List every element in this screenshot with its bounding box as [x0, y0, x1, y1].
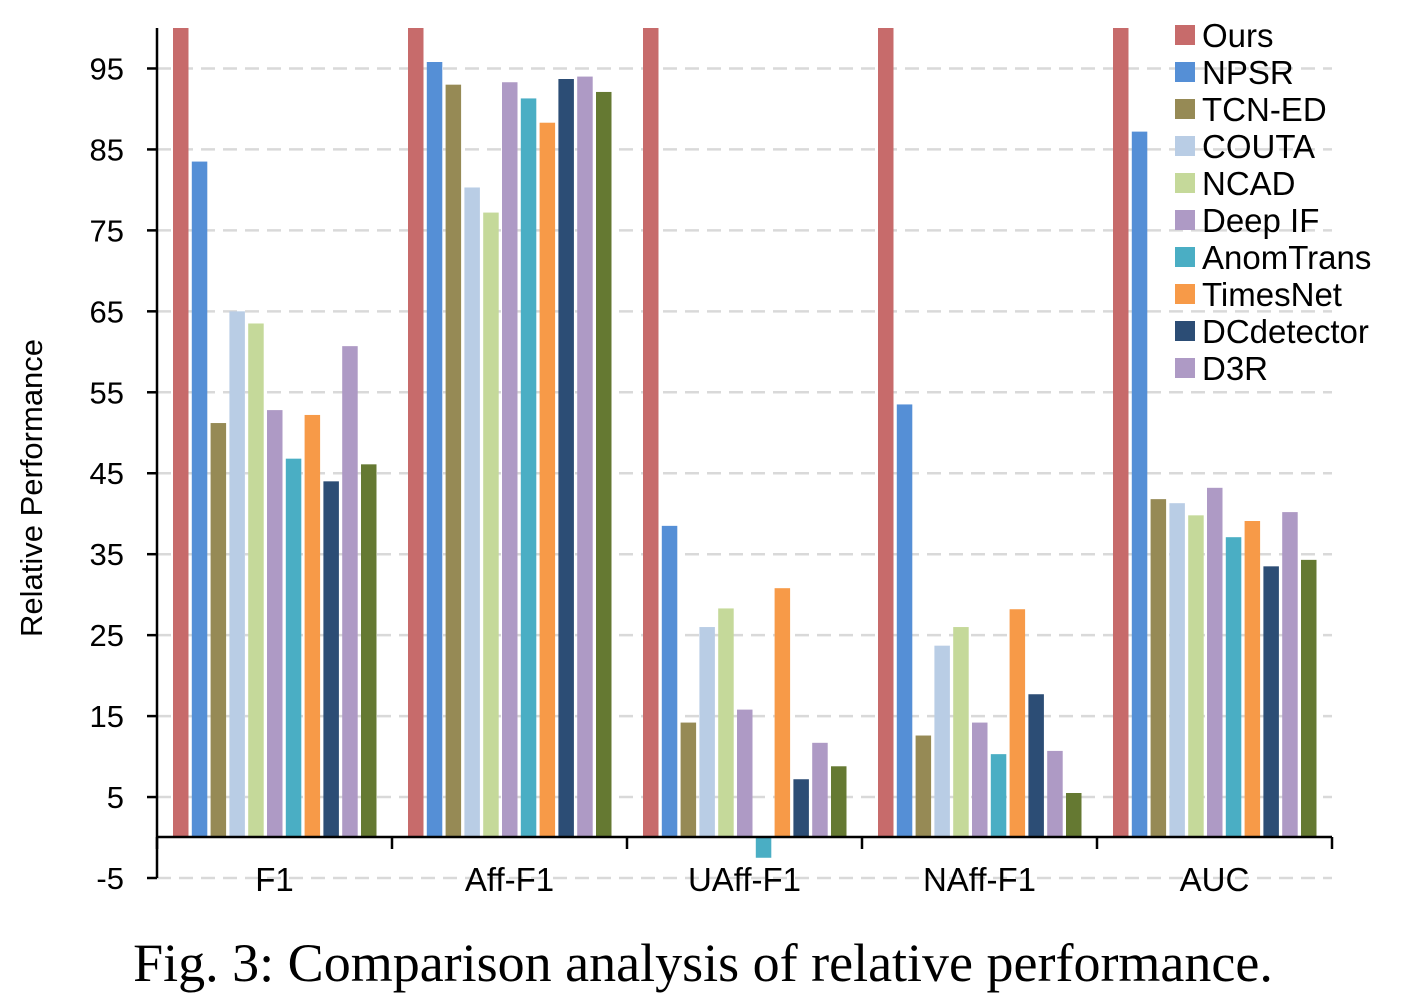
legend-swatch — [1175, 99, 1195, 119]
bar — [323, 481, 339, 837]
relative-performance-chart: -5 5 15 25 35 45 55 65 75 85 95 F1 Aff-F1 UAff-F1 NAf… — [14, 17, 1371, 898]
bar — [1131, 131, 1148, 838]
bar — [990, 754, 1007, 837]
y-tick-labels: -5 5 15 25 35 45 55 65 75 85 95 — [90, 51, 124, 896]
bar — [191, 161, 208, 838]
bar — [1225, 537, 1242, 837]
y-tick-label: 55 — [90, 375, 124, 410]
bar — [1113, 28, 1129, 837]
bar — [643, 28, 659, 837]
bar — [755, 837, 772, 858]
x-category-label: AUC — [1180, 861, 1250, 898]
bar — [361, 464, 377, 837]
y-tick-label: 65 — [90, 294, 124, 329]
bar — [1282, 512, 1298, 837]
legend-label: NPSR — [1202, 54, 1294, 91]
bar — [539, 122, 556, 837]
bar — [267, 410, 283, 837]
y-tick-label: 75 — [90, 213, 124, 248]
y-tick-label: 45 — [90, 456, 124, 491]
y-tick-label: 95 — [90, 51, 124, 86]
bar — [464, 187, 480, 837]
y-tick-label: 85 — [90, 132, 124, 167]
bar — [229, 311, 245, 837]
y-tick-label: 25 — [90, 618, 124, 653]
bar — [1169, 503, 1185, 837]
bar — [210, 423, 227, 837]
y-tick-label: 35 — [90, 537, 124, 572]
bar — [896, 404, 913, 837]
legend-label: D3R — [1202, 350, 1268, 387]
bar — [502, 82, 518, 837]
legend-swatch — [1175, 136, 1195, 156]
bar — [1009, 609, 1026, 837]
legend-swatch — [1175, 62, 1195, 82]
legend-label: DCdetector — [1202, 313, 1369, 350]
bar — [520, 98, 537, 837]
y-tick-label: -5 — [96, 861, 124, 896]
bar — [774, 588, 791, 837]
bar — [953, 627, 969, 837]
legend-swatch — [1175, 321, 1195, 341]
bar — [1263, 566, 1279, 837]
bar — [1047, 750, 1063, 837]
legend-label: TCN-ED — [1202, 91, 1327, 128]
legend-label: NCAD — [1202, 165, 1296, 202]
bar — [445, 84, 462, 837]
x-category-label: NAff-F1 — [923, 861, 1036, 898]
bar — [408, 28, 424, 837]
bar — [1066, 793, 1082, 837]
y-axis-label: Relative Performance — [14, 339, 49, 637]
legend-swatch — [1175, 358, 1195, 378]
legend-label: Deep IF — [1202, 202, 1319, 239]
bar — [248, 323, 264, 837]
legend-swatch — [1175, 210, 1195, 230]
y-tick-label: 5 — [107, 780, 124, 815]
legend-label: AnomTrans — [1202, 239, 1371, 276]
legend-label: COUTA — [1202, 128, 1315, 165]
bars — [173, 28, 1317, 858]
bar — [878, 28, 894, 837]
legend-label: TimesNet — [1202, 276, 1342, 313]
bar — [1028, 694, 1044, 837]
bar — [1188, 515, 1204, 837]
legend-label: Ours — [1202, 17, 1274, 54]
figure-caption: Fig. 3: Comparison analysis of relative … — [133, 933, 1273, 993]
bar — [793, 779, 809, 837]
bar — [699, 627, 715, 837]
axes — [147, 28, 1334, 880]
bar — [577, 76, 593, 838]
bar — [718, 608, 734, 837]
legend-swatch — [1175, 25, 1195, 45]
x-category-label: F1 — [255, 861, 294, 898]
bar — [1244, 521, 1261, 837]
bar — [596, 91, 612, 837]
bar — [173, 28, 189, 837]
bar — [1301, 559, 1317, 837]
bar — [426, 62, 443, 837]
bar — [661, 525, 678, 837]
bar — [304, 414, 321, 837]
y-tick-label: 15 — [90, 699, 124, 734]
bar — [831, 766, 847, 837]
x-category-labels: F1 Aff-F1 UAff-F1 NAff-F1 AUC — [255, 861, 1249, 898]
legend-swatch — [1175, 284, 1195, 304]
bar — [1150, 499, 1167, 837]
bar — [483, 212, 499, 838]
x-category-label: UAff-F1 — [688, 861, 801, 898]
bar — [285, 458, 302, 837]
bar — [342, 346, 358, 837]
bar — [972, 722, 988, 837]
bar — [915, 735, 932, 837]
x-category-label: Aff-F1 — [465, 861, 554, 898]
legend-swatch — [1175, 173, 1195, 193]
bar — [558, 79, 574, 837]
bar — [737, 709, 753, 837]
bar — [934, 645, 950, 837]
bar — [1207, 487, 1223, 837]
bar — [812, 742, 828, 837]
bar — [680, 722, 697, 837]
legend-swatch — [1175, 247, 1195, 267]
